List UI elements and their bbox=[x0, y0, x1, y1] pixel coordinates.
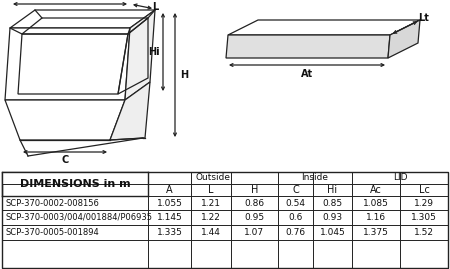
Text: 0.93: 0.93 bbox=[323, 213, 342, 222]
Text: 1.44: 1.44 bbox=[201, 228, 221, 237]
Polygon shape bbox=[228, 20, 420, 35]
Text: 1.055: 1.055 bbox=[157, 199, 182, 207]
Text: 1.335: 1.335 bbox=[157, 228, 182, 237]
Polygon shape bbox=[5, 100, 125, 140]
Text: Hi: Hi bbox=[148, 47, 160, 57]
Text: 1.045: 1.045 bbox=[320, 228, 346, 237]
Text: 1.085: 1.085 bbox=[363, 199, 389, 207]
Text: 1.07: 1.07 bbox=[244, 228, 265, 237]
Polygon shape bbox=[5, 28, 130, 100]
Text: 1.305: 1.305 bbox=[411, 213, 437, 222]
Text: Lc: Lc bbox=[418, 185, 429, 195]
Text: H: H bbox=[180, 70, 188, 80]
Text: 0.6: 0.6 bbox=[288, 213, 303, 222]
Bar bbox=[2, 172, 148, 184]
Text: Hi: Hi bbox=[328, 185, 338, 195]
Polygon shape bbox=[388, 20, 420, 58]
Text: SCP-370-0003/004/001884/P06935: SCP-370-0003/004/001884/P06935 bbox=[6, 213, 153, 222]
Bar bbox=[2, 172, 448, 268]
Text: 1.145: 1.145 bbox=[157, 213, 182, 222]
Text: 0.76: 0.76 bbox=[285, 228, 306, 237]
Text: DIMENSIONS in m: DIMENSIONS in m bbox=[20, 179, 130, 189]
Text: H: H bbox=[251, 185, 258, 195]
Text: SCP-370-0002-008156: SCP-370-0002-008156 bbox=[6, 199, 100, 207]
Polygon shape bbox=[226, 35, 390, 58]
Text: 1.29: 1.29 bbox=[414, 199, 434, 207]
Text: L: L bbox=[208, 185, 214, 195]
Polygon shape bbox=[10, 10, 155, 28]
Polygon shape bbox=[125, 10, 155, 100]
Text: C: C bbox=[292, 185, 299, 195]
Text: Lt: Lt bbox=[418, 13, 429, 23]
Text: Ac: Ac bbox=[370, 185, 382, 195]
Text: C: C bbox=[61, 155, 68, 165]
Text: LID: LID bbox=[393, 174, 407, 182]
Text: Inside: Inside bbox=[302, 174, 328, 182]
Text: SCP-370-0005-001894: SCP-370-0005-001894 bbox=[6, 228, 100, 237]
Text: 1.22: 1.22 bbox=[201, 213, 221, 222]
Text: At: At bbox=[301, 69, 313, 79]
Text: 1.21: 1.21 bbox=[201, 199, 221, 207]
Text: L: L bbox=[152, 2, 158, 12]
Text: 0.85: 0.85 bbox=[323, 199, 342, 207]
Text: 1.375: 1.375 bbox=[363, 228, 389, 237]
Text: 0.86: 0.86 bbox=[244, 199, 265, 207]
Text: 0.54: 0.54 bbox=[285, 199, 306, 207]
Polygon shape bbox=[110, 82, 150, 140]
Text: A: A bbox=[166, 185, 173, 195]
Text: 0.95: 0.95 bbox=[244, 213, 265, 222]
Text: A: A bbox=[66, 0, 74, 2]
Text: 1.52: 1.52 bbox=[414, 228, 434, 237]
Text: 1.16: 1.16 bbox=[366, 213, 386, 222]
Text: Outside: Outside bbox=[195, 174, 230, 182]
